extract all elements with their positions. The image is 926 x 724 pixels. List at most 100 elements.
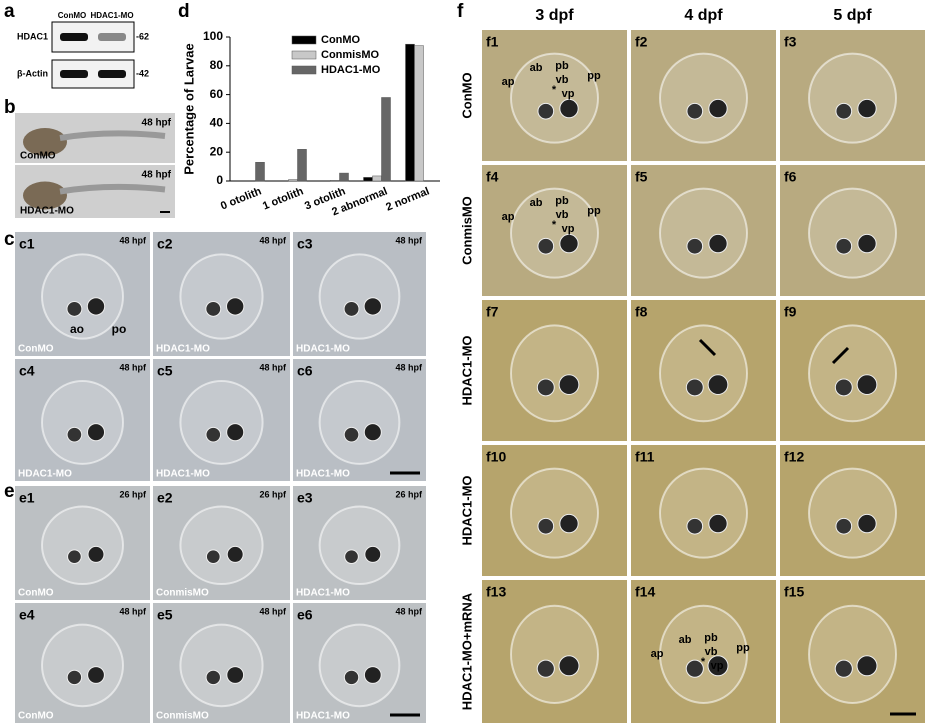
panel-letter: b — [4, 97, 16, 118]
time-label: 48 hpf — [259, 362, 287, 372]
image-id: f7 — [486, 304, 499, 320]
time-label: 48 hpf — [142, 118, 172, 129]
annotation: ab — [530, 197, 543, 209]
otolith — [536, 659, 555, 678]
micrograph — [482, 165, 627, 296]
micrograph — [15, 603, 150, 723]
time-label: 26 hpf — [395, 489, 423, 499]
otolith — [344, 549, 359, 565]
otic-vesicle — [318, 379, 401, 465]
otolith — [857, 98, 877, 119]
image-id: e1 — [19, 490, 35, 506]
otolith — [559, 513, 579, 534]
otolith — [226, 297, 245, 316]
micrograph — [15, 486, 150, 600]
image-label: HDAC1-MO — [156, 344, 210, 355]
otolith — [856, 655, 878, 677]
annotation: vb — [705, 646, 718, 658]
row-label: β-Actin — [17, 68, 48, 78]
otolith — [835, 517, 853, 535]
micrograph — [780, 30, 925, 161]
otolith — [559, 98, 579, 119]
otolith — [708, 513, 728, 534]
otolith — [537, 102, 555, 120]
otolith — [856, 374, 878, 395]
time-label: 26 hpf — [259, 489, 287, 499]
otolith — [343, 426, 360, 443]
otolith — [834, 659, 853, 678]
otolith — [87, 545, 105, 563]
image-id: f14 — [635, 584, 655, 600]
image-id: f3 — [784, 34, 797, 50]
otic-vesicle — [808, 187, 897, 279]
x-tick-label: 2 normal — [384, 185, 431, 213]
annotation: vb — [556, 74, 569, 86]
otic-vesicle — [318, 505, 401, 586]
otolith — [559, 233, 579, 254]
micrograph — [15, 232, 150, 356]
otolith — [205, 669, 221, 686]
y-tick-label: 0 — [216, 173, 223, 187]
otolith — [343, 669, 360, 686]
size-marker: -42 — [136, 68, 149, 78]
micrograph — [780, 300, 925, 441]
micrograph — [631, 580, 776, 723]
image-id: c2 — [157, 236, 173, 252]
otolith — [87, 666, 105, 684]
otolith — [205, 300, 222, 317]
time-label: 48 hpf — [259, 235, 287, 245]
y-tick-label: 80 — [210, 58, 224, 72]
embryo — [23, 128, 67, 156]
micrograph — [293, 603, 426, 723]
annotation: po — [112, 322, 127, 336]
micrograph — [780, 445, 925, 576]
image-label: ConMO — [18, 344, 54, 355]
image-label: HDAC1-MO — [20, 206, 74, 217]
otolith — [205, 426, 222, 443]
otolith — [685, 659, 704, 678]
image-label: HDAC1-MO — [156, 469, 210, 480]
micrograph — [153, 232, 290, 356]
embryo-tail — [59, 130, 166, 141]
otic-vesicle — [510, 187, 599, 279]
image-id: f13 — [486, 584, 506, 600]
panel-letter: c — [4, 229, 15, 250]
time-label: 48 hpf — [395, 606, 423, 616]
panel-letter: e — [4, 481, 15, 502]
micrograph — [482, 580, 627, 723]
band — [60, 70, 88, 78]
bar — [330, 180, 340, 182]
otic-vesicle — [41, 253, 124, 340]
bar — [381, 97, 391, 182]
row-label: ConmisMO — [459, 196, 474, 265]
column-header: 3 dpf — [535, 7, 574, 24]
image-id: e4 — [19, 607, 35, 623]
micrograph — [153, 603, 290, 723]
annotation: pb — [704, 632, 718, 644]
otolith — [686, 517, 704, 535]
otolith — [686, 237, 704, 255]
otolith — [708, 98, 728, 119]
otic-vesicle — [659, 52, 748, 144]
x-tick-label: 0 otolith — [219, 185, 263, 212]
bar — [372, 175, 382, 182]
micrograph — [482, 30, 627, 161]
micrograph — [293, 359, 426, 481]
micrograph — [631, 300, 776, 441]
image-id: f9 — [784, 304, 797, 320]
image-id: c4 — [19, 363, 35, 379]
micrograph — [631, 445, 776, 576]
otolith — [226, 423, 245, 442]
otolith — [686, 102, 704, 120]
image-id: f5 — [635, 169, 648, 185]
otic-vesicle — [659, 187, 748, 279]
image-id: f15 — [784, 584, 804, 600]
embryo-tail — [59, 183, 166, 195]
row-label: HDAC1-MO+mRNA — [459, 592, 474, 710]
image-id: e2 — [157, 490, 173, 506]
micrograph — [631, 30, 776, 161]
time-label: 48 hpf — [119, 606, 147, 616]
bar — [405, 43, 415, 182]
otic-vesicle — [41, 379, 124, 465]
band — [98, 33, 126, 41]
